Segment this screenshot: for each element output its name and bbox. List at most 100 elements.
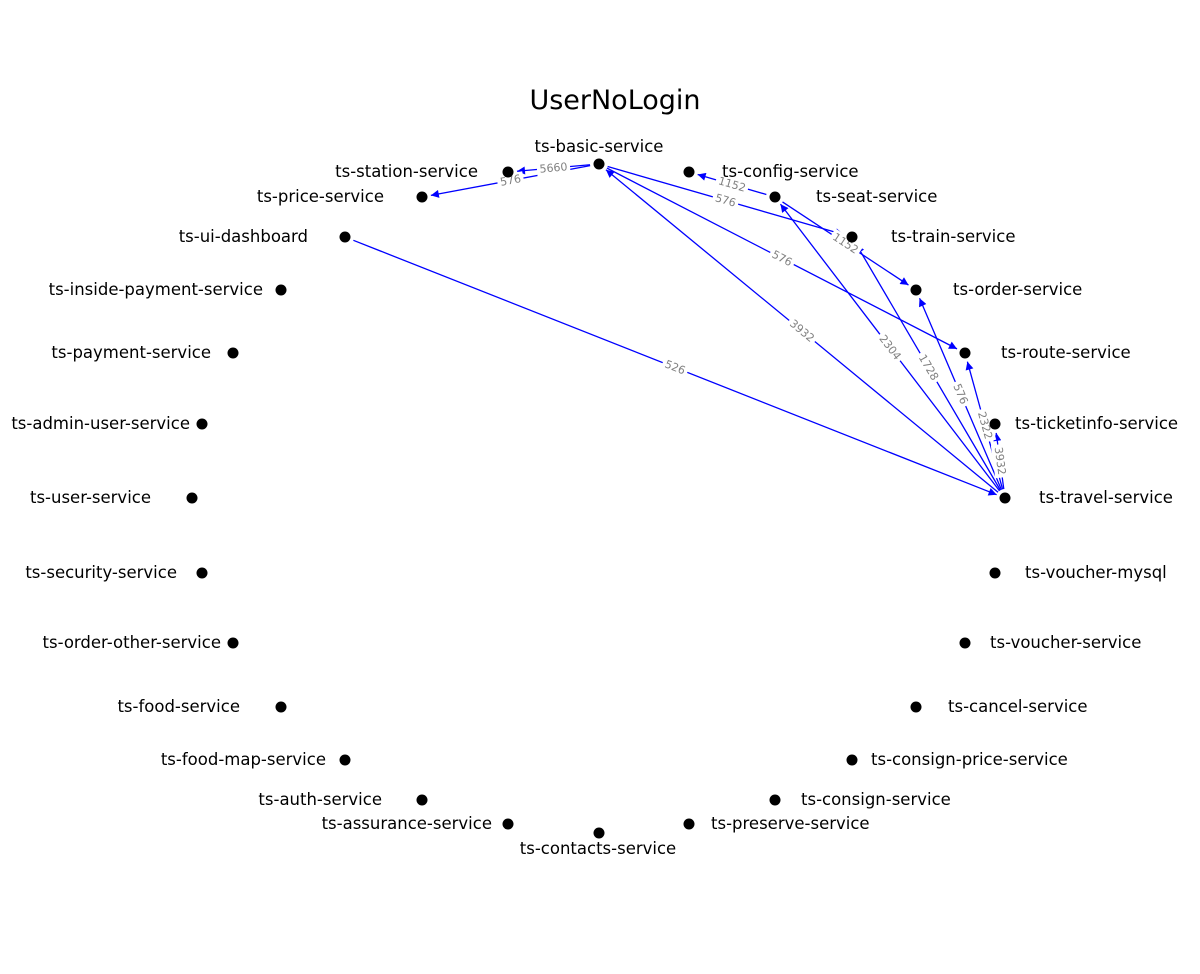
node-ts-station-service: ts-station-service (335, 162, 514, 181)
edge-label-group: 1152 (827, 228, 864, 259)
edge-label-background (914, 349, 943, 386)
node-label: ts-inside-payment-service (49, 280, 263, 299)
node-label: ts-food-map-service (161, 750, 326, 769)
node-ts-train-service: ts-train-service (846, 227, 1015, 246)
node-ts-route-service: ts-route-service (959, 343, 1131, 362)
edge-label-background (536, 159, 571, 177)
edge-label-background (714, 173, 750, 196)
edge-label-group: 2304 (874, 330, 906, 365)
node-dot (275, 284, 287, 296)
node-ts-order-service: ts-order-service (910, 280, 1082, 299)
node-label: ts-voucher-mysql (1025, 563, 1167, 582)
node-ts-basic-service: ts-basic-service (535, 137, 663, 170)
node-dot (227, 637, 239, 649)
node-ts-voucher-mysql: ts-voucher-mysql (989, 563, 1167, 582)
node-ts-food-service: ts-food-service (117, 697, 287, 716)
node-dot (910, 284, 922, 296)
node-label: ts-travel-service (1039, 488, 1173, 507)
edge-label-group: 526 (660, 356, 690, 379)
nodes-layer: ts-basic-service ts-station-service ts-pri… (11, 137, 1178, 858)
node-ts-config-service: ts-config-service (683, 162, 859, 181)
node-ts-contacts-service: ts-contacts-service (520, 827, 676, 858)
edge-label-group: 576 (710, 190, 741, 211)
node-ts-voucher-service: ts-voucher-service (959, 633, 1141, 652)
edge-weight-label: 526 (663, 358, 687, 378)
node-ts-order-other-service: ts-order-other-service (43, 633, 239, 652)
edge-label-background (874, 330, 906, 365)
node-dot (769, 191, 781, 203)
node-label: ts-route-service (1001, 343, 1131, 362)
node-ts-auth-service: ts-auth-service (258, 790, 428, 809)
node-ts-security-service: ts-security-service (25, 563, 208, 582)
edge-label-background (710, 190, 741, 211)
node-label: ts-consign-price-service (871, 750, 1068, 769)
edge-weight-label: 1728 (916, 352, 941, 383)
node-label: ts-consign-service (801, 790, 951, 809)
node-dot (196, 418, 208, 430)
node-ts-price-service: ts-price-service (257, 187, 428, 206)
node-dot (339, 754, 351, 766)
node-ts-admin-user-service: ts-admin-user-service (11, 414, 208, 433)
edge-label-group: 576 (767, 246, 797, 271)
node-dot (416, 191, 428, 203)
edge-weight-label: 3932 (992, 446, 1009, 475)
edge-label-group: 2322 (973, 407, 997, 444)
node-dot (227, 347, 239, 359)
node-dot (959, 637, 971, 649)
node-label: ts-ui-dashboard (179, 227, 308, 246)
node-label: ts-preserve-service (711, 814, 870, 833)
edge-weight-label: 576 (714, 191, 738, 209)
node-label: ts-seat-service (816, 187, 937, 206)
diagram-title: UserNoLogin (529, 85, 700, 116)
node-dot (959, 347, 971, 359)
node-ts-consign-price-service: ts-consign-price-service (846, 750, 1068, 769)
node-label: ts-assurance-service (322, 814, 492, 833)
node-dot (999, 492, 1011, 504)
node-ts-assurance-service: ts-assurance-service (322, 814, 514, 833)
node-dot (910, 701, 922, 713)
node-dot (196, 567, 208, 579)
node-label: ts-station-service (335, 162, 478, 181)
node-dot (339, 231, 351, 243)
node-dot (989, 567, 1001, 579)
node-dot (769, 794, 781, 806)
node-label: ts-food-service (117, 697, 240, 716)
node-dot (683, 818, 695, 830)
node-ts-seat-service: ts-seat-service (769, 187, 937, 206)
edge-label-background (973, 407, 997, 444)
node-dot (275, 701, 287, 713)
node-ts-travel-service: ts-travel-service (999, 488, 1173, 507)
node-dot (502, 818, 514, 830)
node-dot (593, 827, 605, 839)
edge-label-background (660, 356, 690, 379)
node-label: ts-admin-user-service (11, 414, 190, 433)
node-ts-ui-dashboard: ts-ui-dashboard (179, 227, 351, 246)
node-label: ts-auth-service (258, 790, 382, 809)
edge-label-group: 3932 (784, 315, 820, 347)
node-ts-food-map-service: ts-food-map-service (161, 750, 351, 769)
node-dot (846, 754, 858, 766)
node-label: ts-config-service (722, 162, 859, 181)
node-label: ts-order-service (953, 280, 1082, 299)
node-dot (683, 166, 695, 178)
node-ts-payment-service: ts-payment-service (51, 343, 239, 362)
edge-label-background (990, 443, 1010, 479)
edge-label-background (496, 171, 525, 190)
edge-label-background (827, 228, 864, 259)
edges-layer (353, 164, 1005, 496)
node-label: ts-cancel-service (948, 697, 1088, 716)
node-ts-consign-service: ts-consign-service (769, 790, 951, 809)
node-dot (989, 418, 1001, 430)
node-ts-preserve-service: ts-preserve-service (683, 814, 870, 833)
node-label: ts-order-other-service (43, 633, 222, 652)
edge-label-background (784, 315, 820, 347)
edge-weight-label: 5660 (539, 160, 568, 175)
edge-label-group: 5660 (536, 159, 571, 177)
edge-label-background (948, 379, 973, 409)
node-label: ts-security-service (25, 563, 177, 582)
node-dot (593, 158, 605, 170)
node-label: ts-payment-service (51, 343, 211, 362)
node-ts-user-service: ts-user-service (30, 488, 198, 507)
node-ts-ticketinfo-service: ts-ticketinfo-service (989, 414, 1178, 433)
